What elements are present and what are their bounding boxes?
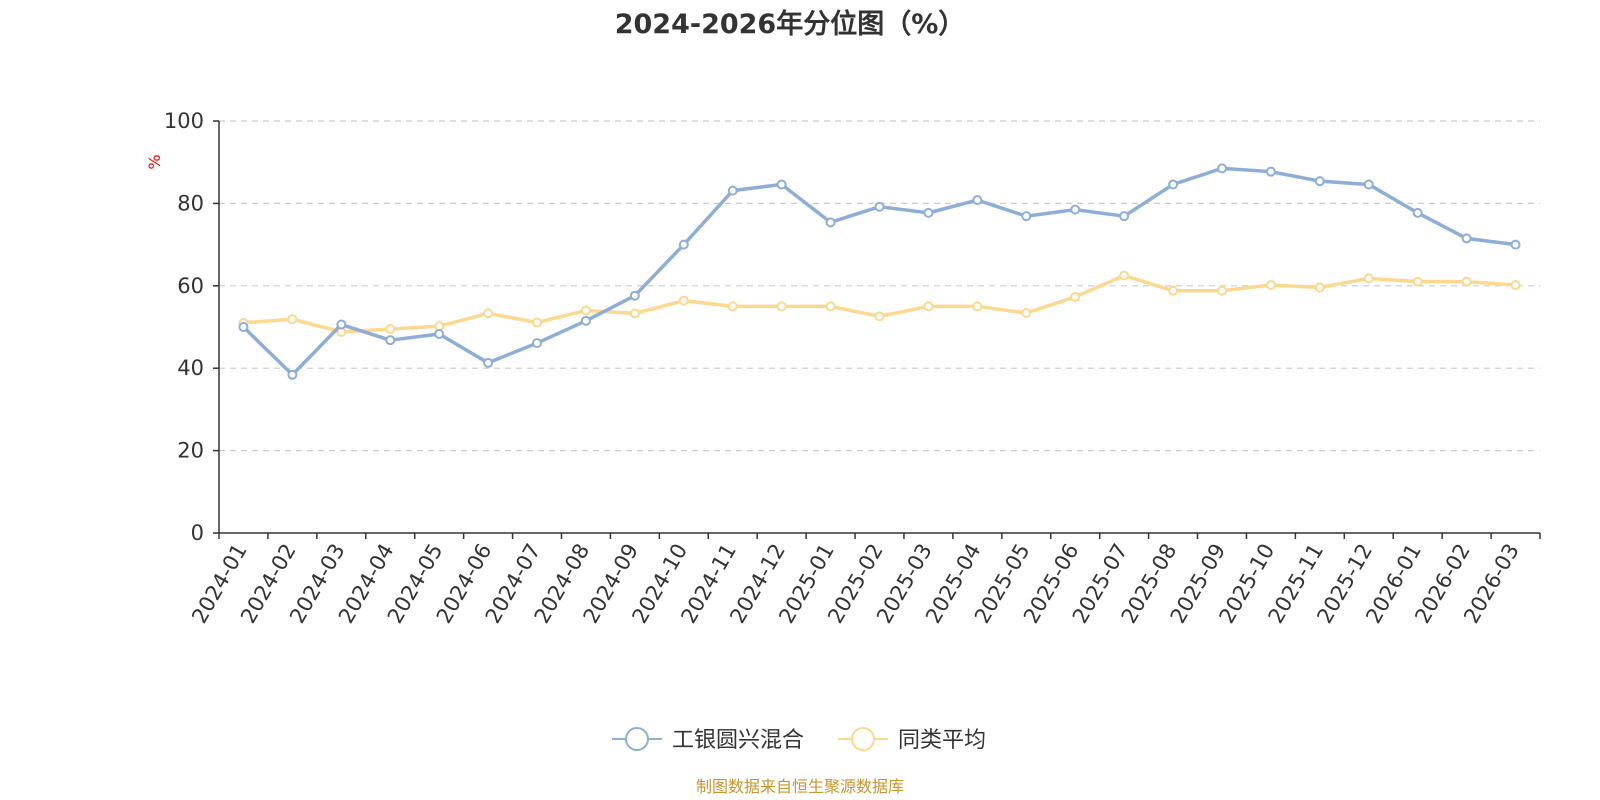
data-point (1216, 285, 1227, 296)
data-point (972, 195, 983, 206)
y-tick-label: 60 (177, 274, 204, 298)
y-axis-unit-label: % (145, 154, 164, 169)
y-tick-labels: 0 20 40 60 80 100 (164, 109, 219, 545)
data-point (287, 314, 298, 325)
data-point (629, 290, 640, 301)
data-point (776, 179, 787, 190)
data-point (1510, 239, 1521, 250)
series-line (241, 273, 1518, 334)
data-point (727, 185, 738, 196)
data-point (678, 239, 689, 250)
data-point (1216, 163, 1227, 174)
data-point (483, 357, 494, 368)
data-source-note: 制图数据来自恒生聚源数据库 (696, 777, 904, 796)
series-group (238, 163, 1521, 380)
x-tick-labels: 2024-012024-022024-032024-042024-052024-… (187, 533, 1541, 627)
data-point (1461, 276, 1472, 287)
legend-label: 同类平均 (898, 728, 986, 753)
legend: 工银圆兴混合 同类平均 (612, 727, 986, 753)
gridlines (219, 120, 1540, 452)
axes (218, 121, 1540, 534)
y-tick-label: 40 (177, 356, 204, 380)
series-group (238, 270, 1521, 337)
data-point (1021, 307, 1032, 318)
y-tick-label: 20 (177, 439, 204, 463)
data-point (874, 311, 885, 322)
data-point (825, 301, 836, 312)
data-point (238, 322, 249, 332)
data-point (776, 301, 787, 312)
data-point (1510, 279, 1521, 290)
data-point (972, 301, 983, 312)
data-point (1461, 233, 1472, 244)
data-point (580, 305, 591, 316)
data-point (678, 295, 689, 306)
y-tick-label: 80 (177, 191, 204, 215)
data-point (1070, 204, 1081, 215)
data-point (1265, 279, 1276, 290)
data-point (923, 301, 934, 312)
data-point (385, 324, 396, 335)
legend-swatch-marker (851, 727, 875, 751)
data-point (727, 301, 738, 312)
data-point (483, 308, 494, 319)
data-point (1119, 270, 1130, 281)
chart-title: 2024-2026年分位图（%） (615, 8, 966, 40)
data-point (923, 207, 934, 218)
legend-label: 工银圆兴混合 (672, 728, 804, 753)
data-point (1314, 282, 1325, 293)
data-point (434, 321, 445, 332)
data-point (580, 315, 591, 326)
legend-swatch-marker (625, 727, 649, 751)
data-point (1412, 207, 1423, 218)
data-point (1363, 273, 1374, 284)
data-point (1412, 276, 1423, 287)
data-point (287, 369, 298, 380)
data-point (1021, 211, 1032, 222)
data-point (532, 317, 543, 328)
data-point (532, 338, 543, 349)
data-point (1265, 166, 1276, 177)
series-line (241, 166, 1518, 377)
series (238, 163, 1521, 380)
data-point (1314, 176, 1325, 187)
data-point (1168, 179, 1179, 190)
y-tick-label: 100 (164, 109, 204, 133)
data-point (629, 308, 640, 319)
data-point (1119, 211, 1130, 222)
data-point (874, 201, 885, 212)
data-point (1363, 179, 1374, 190)
data-point (385, 335, 396, 346)
data-point (1168, 285, 1179, 296)
data-point (1070, 291, 1081, 302)
y-tick-label: 0 (191, 521, 204, 545)
data-point (825, 217, 836, 228)
data-point (336, 319, 347, 330)
data-point (434, 329, 445, 340)
